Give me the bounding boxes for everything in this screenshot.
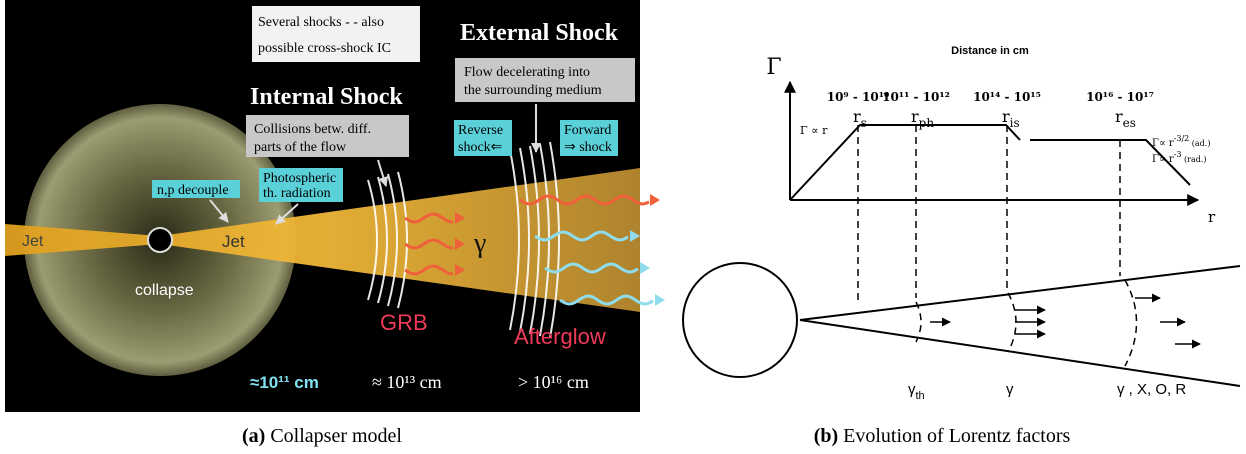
heading: Internal Shock [250,84,403,110]
caption-text: Evolution of Lorentz factors [843,425,1070,447]
slope-note: (ad.) [1189,139,1210,148]
radius-label: rs [853,107,867,130]
box-text: Flow decelerating into [464,65,590,80]
shell-arc [916,302,921,342]
box-text: Photospheric [263,171,336,186]
shell-arc [1008,293,1016,352]
label: GRB [380,310,428,335]
slope-label: Γ ∝ r [800,124,828,137]
axis-title: Distance in cm [951,45,1029,57]
range-label: 10⁹ - 10¹⁰ [827,90,890,104]
box-text: parts of the flow [254,140,347,155]
cone-sub: th [916,390,925,402]
label: Jet [222,232,245,251]
box-text: Collisions betw. diff. [254,122,371,137]
label: O [663,270,682,296]
label: ≈ 10¹³ cm [372,372,442,392]
label: ≈10¹¹ cm [250,373,319,392]
caption-text: Collapser model [270,425,402,447]
cone-edge [800,320,1240,386]
box-text: possible cross-shock IC [258,41,391,56]
radius-sub: s [861,116,867,130]
box-text: th. radiation [263,186,331,201]
panel-a: Several shocks - - also possible cross-s… [5,0,681,412]
box-text: ⇒ shock [564,140,612,155]
page: Several shocks - - also possible cross-s… [0,0,1246,454]
cone-label: γ , X, O, R [1117,381,1186,398]
range-label: 10¹⁴ - 10¹⁵ [973,90,1041,104]
label: R [663,314,681,340]
box-text: n,p decouple [157,183,229,198]
radius-sub: es [1123,116,1136,130]
box-text: Several shocks - - also [258,15,384,30]
arrow-head [640,262,650,274]
slope-base: Γ∝ r [1152,154,1174,165]
arrow-head [650,194,660,206]
box-text: the surrounding medium [464,83,602,98]
axis-label: r [1208,208,1216,226]
radius-label: res [1115,107,1136,130]
slope-label: Γ∝ r-3/2 (ad.) [1152,134,1210,149]
slope-note: (rad.) [1181,155,1206,164]
cone-label: γ [1006,381,1014,398]
slope-exp: -3/2 [1174,134,1190,143]
label: γ [473,228,486,259]
figure: Several shocks - - also possible cross-s… [0,0,1246,454]
range-label: 10¹¹ - 10¹² [882,90,950,104]
radius-sub: is [1010,116,1020,130]
radius-sub: ph [919,116,935,130]
slope-exp: -3 [1174,150,1182,159]
slope-base: Γ∝ r [1152,138,1174,149]
caption: (a) Collapser model [242,425,402,447]
caption: (b) Evolution of Lorentz factors [814,425,1071,447]
black-hole [148,228,172,252]
label: Jet [22,233,44,250]
cone-label: γth [908,381,925,402]
cone-edge [800,266,1240,320]
box-text: shock⇐ [458,140,502,155]
caption-label: (b) [814,425,838,447]
axis-label: Γ [766,55,781,80]
central-engine [683,263,797,377]
label: > 10¹⁶ cm [518,372,589,392]
shell-arc [1125,280,1137,366]
radius-label: rph [911,107,934,130]
panel-b [683,82,1240,386]
caption-label: (a) [242,425,265,447]
radius-label: ris [1002,107,1020,130]
range-label: 10¹⁶ - 10¹⁷ [1086,90,1154,104]
label: collapse [135,282,194,299]
label: X [663,228,681,254]
heading: External Shock [460,20,619,46]
slope-label: Γ∝ r-3 (rad.) [1152,150,1207,165]
box-text: Reverse [458,123,503,138]
box-text: Forward [564,123,611,138]
label: Afterglow [514,324,606,349]
